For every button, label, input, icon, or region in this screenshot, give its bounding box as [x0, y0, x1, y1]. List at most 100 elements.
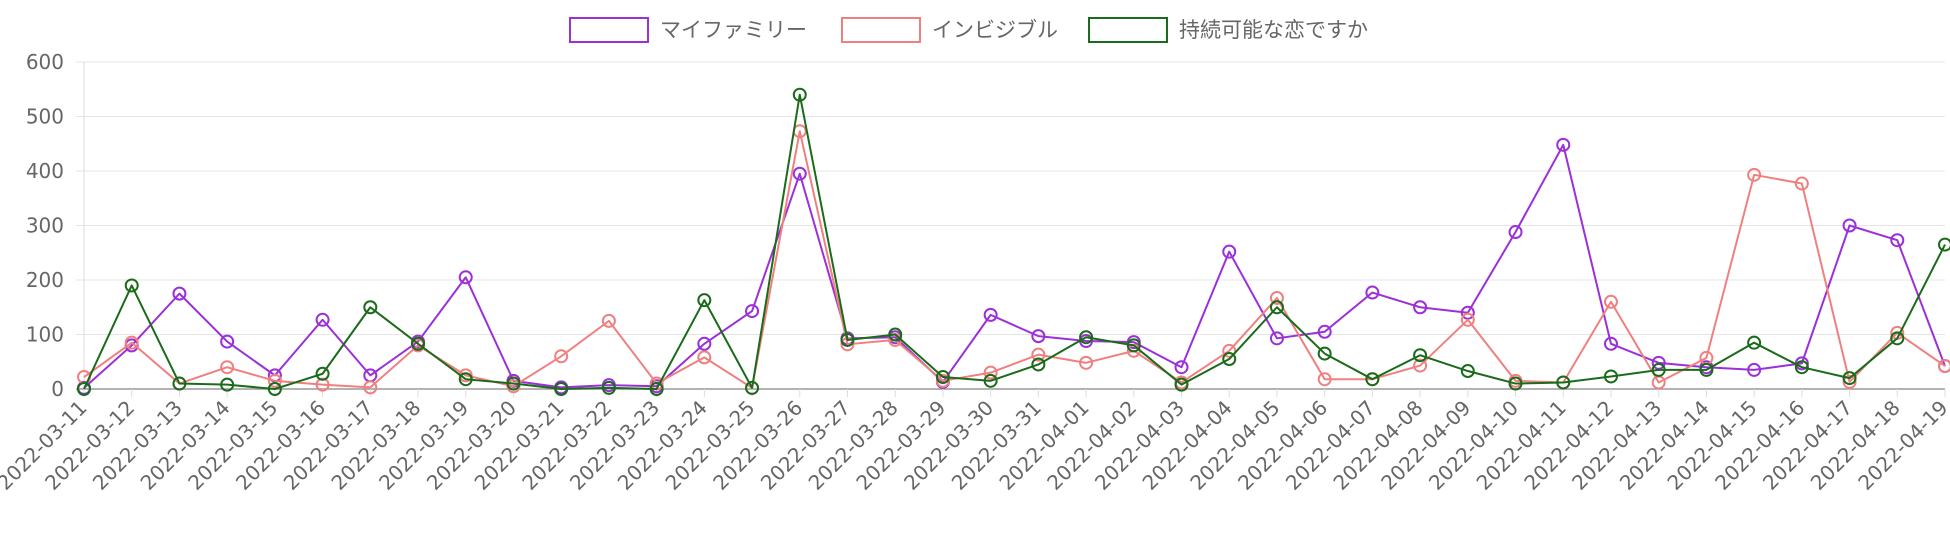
data-point[interactable] [1174, 377, 1189, 392]
data-point[interactable] [458, 270, 473, 285]
data-point[interactable] [1460, 364, 1475, 379]
data-point[interactable] [1460, 312, 1475, 327]
data-point[interactable] [267, 382, 282, 396]
data-point[interactable] [315, 366, 330, 381]
data-point[interactable] [601, 380, 616, 395]
data-point[interactable] [697, 336, 712, 351]
series-layer [77, 87, 1950, 396]
data-point[interactable] [220, 377, 235, 392]
data-point[interactable] [1222, 352, 1237, 367]
data-point[interactable] [1031, 357, 1046, 372]
data-point[interactable] [840, 332, 855, 347]
data-point[interactable] [1651, 362, 1666, 377]
data-point[interactable] [935, 373, 950, 388]
data-point[interactable] [983, 307, 998, 322]
data-point[interactable] [1031, 347, 1046, 362]
y-tick-label: 100 [26, 323, 64, 347]
series-2 [77, 124, 1950, 395]
data-point[interactable] [1747, 167, 1762, 182]
data-point[interactable] [363, 300, 378, 315]
data-point[interactable] [1079, 330, 1094, 345]
data-point[interactable] [1890, 331, 1905, 346]
data-point[interactable] [1890, 233, 1905, 248]
data-point[interactable] [1747, 335, 1762, 350]
legend[interactable]: マイファミリー インビジブル 持続可能な恋ですか [569, 17, 1368, 43]
data-point[interactable] [792, 87, 807, 102]
data-point[interactable] [1413, 358, 1428, 373]
legend-item-1[interactable]: マイファミリー [569, 17, 807, 43]
data-point[interactable] [888, 327, 903, 342]
data-point[interactable] [1651, 355, 1666, 370]
data-point[interactable] [554, 382, 569, 396]
y-tick-label: 400 [26, 159, 64, 183]
data-point[interactable] [1842, 218, 1857, 233]
data-point[interactable] [458, 372, 473, 387]
data-point[interactable] [554, 349, 569, 364]
data-point[interactable] [1413, 348, 1428, 363]
data-point[interactable] [1747, 362, 1762, 377]
data-point[interactable] [1460, 305, 1475, 320]
data-point[interactable] [1317, 324, 1332, 339]
data-point[interactable] [601, 313, 616, 328]
data-point[interactable] [983, 365, 998, 380]
axis-layer [83, 62, 1946, 397]
data-point[interactable] [1938, 237, 1950, 252]
data-point[interactable] [1365, 372, 1380, 387]
data-point[interactable] [1794, 360, 1809, 375]
legend-swatch [841, 17, 921, 43]
data-point[interactable] [1317, 346, 1332, 361]
data-point[interactable] [1794, 176, 1809, 191]
data-point[interactable] [649, 382, 664, 396]
data-point[interactable] [1126, 338, 1141, 353]
legend-item-2[interactable]: インビジブル [841, 17, 1058, 43]
data-point[interactable] [1556, 137, 1571, 152]
data-point[interactable] [220, 334, 235, 349]
data-point[interactable] [1031, 329, 1046, 344]
data-point[interactable] [315, 377, 330, 392]
data-point[interactable] [1556, 375, 1571, 390]
data-point[interactable] [745, 304, 760, 319]
data-point[interactable] [1222, 343, 1237, 358]
data-point[interactable] [697, 350, 712, 365]
data-point[interactable] [411, 336, 426, 351]
data-point[interactable] [1699, 362, 1714, 377]
data-point[interactable] [1842, 374, 1857, 389]
data-point[interactable] [267, 373, 282, 388]
data-point[interactable] [124, 278, 139, 293]
data-point[interactable] [1269, 300, 1284, 315]
data-point[interactable] [1508, 225, 1523, 240]
data-point[interactable] [745, 380, 760, 395]
data-point[interactable] [1365, 285, 1380, 300]
data-point[interactable] [1603, 369, 1618, 384]
data-point[interactable] [1413, 300, 1428, 315]
data-point[interactable] [315, 312, 330, 327]
data-point[interactable] [1317, 372, 1332, 387]
data-point[interactable] [124, 335, 139, 350]
data-point[interactable] [1508, 376, 1523, 391]
data-point[interactable] [363, 380, 378, 395]
data-point[interactable] [220, 360, 235, 375]
data-point[interactable] [1603, 336, 1618, 351]
data-point[interactable] [1842, 371, 1857, 386]
data-point[interactable] [77, 382, 91, 396]
data-point[interactable] [1269, 290, 1284, 305]
data-point[interactable] [1222, 244, 1237, 259]
legend-swatch [569, 17, 649, 43]
data-point[interactable] [697, 293, 712, 308]
data-point[interactable] [1079, 355, 1094, 370]
data-point[interactable] [983, 373, 998, 388]
data-point[interactable] [1174, 360, 1189, 375]
data-point[interactable] [1269, 331, 1284, 346]
data-point[interactable] [172, 376, 187, 391]
data-point[interactable] [935, 370, 950, 385]
data-point[interactable] [1603, 294, 1618, 309]
data-point[interactable] [172, 286, 187, 301]
data-point[interactable] [792, 166, 807, 181]
legend-item-3[interactable]: 持続可能な恋ですか [1088, 17, 1368, 43]
data-point[interactable] [1938, 359, 1950, 374]
data-point[interactable] [506, 376, 521, 391]
series-1 [77, 137, 1950, 395]
legend-swatch [1088, 17, 1168, 43]
